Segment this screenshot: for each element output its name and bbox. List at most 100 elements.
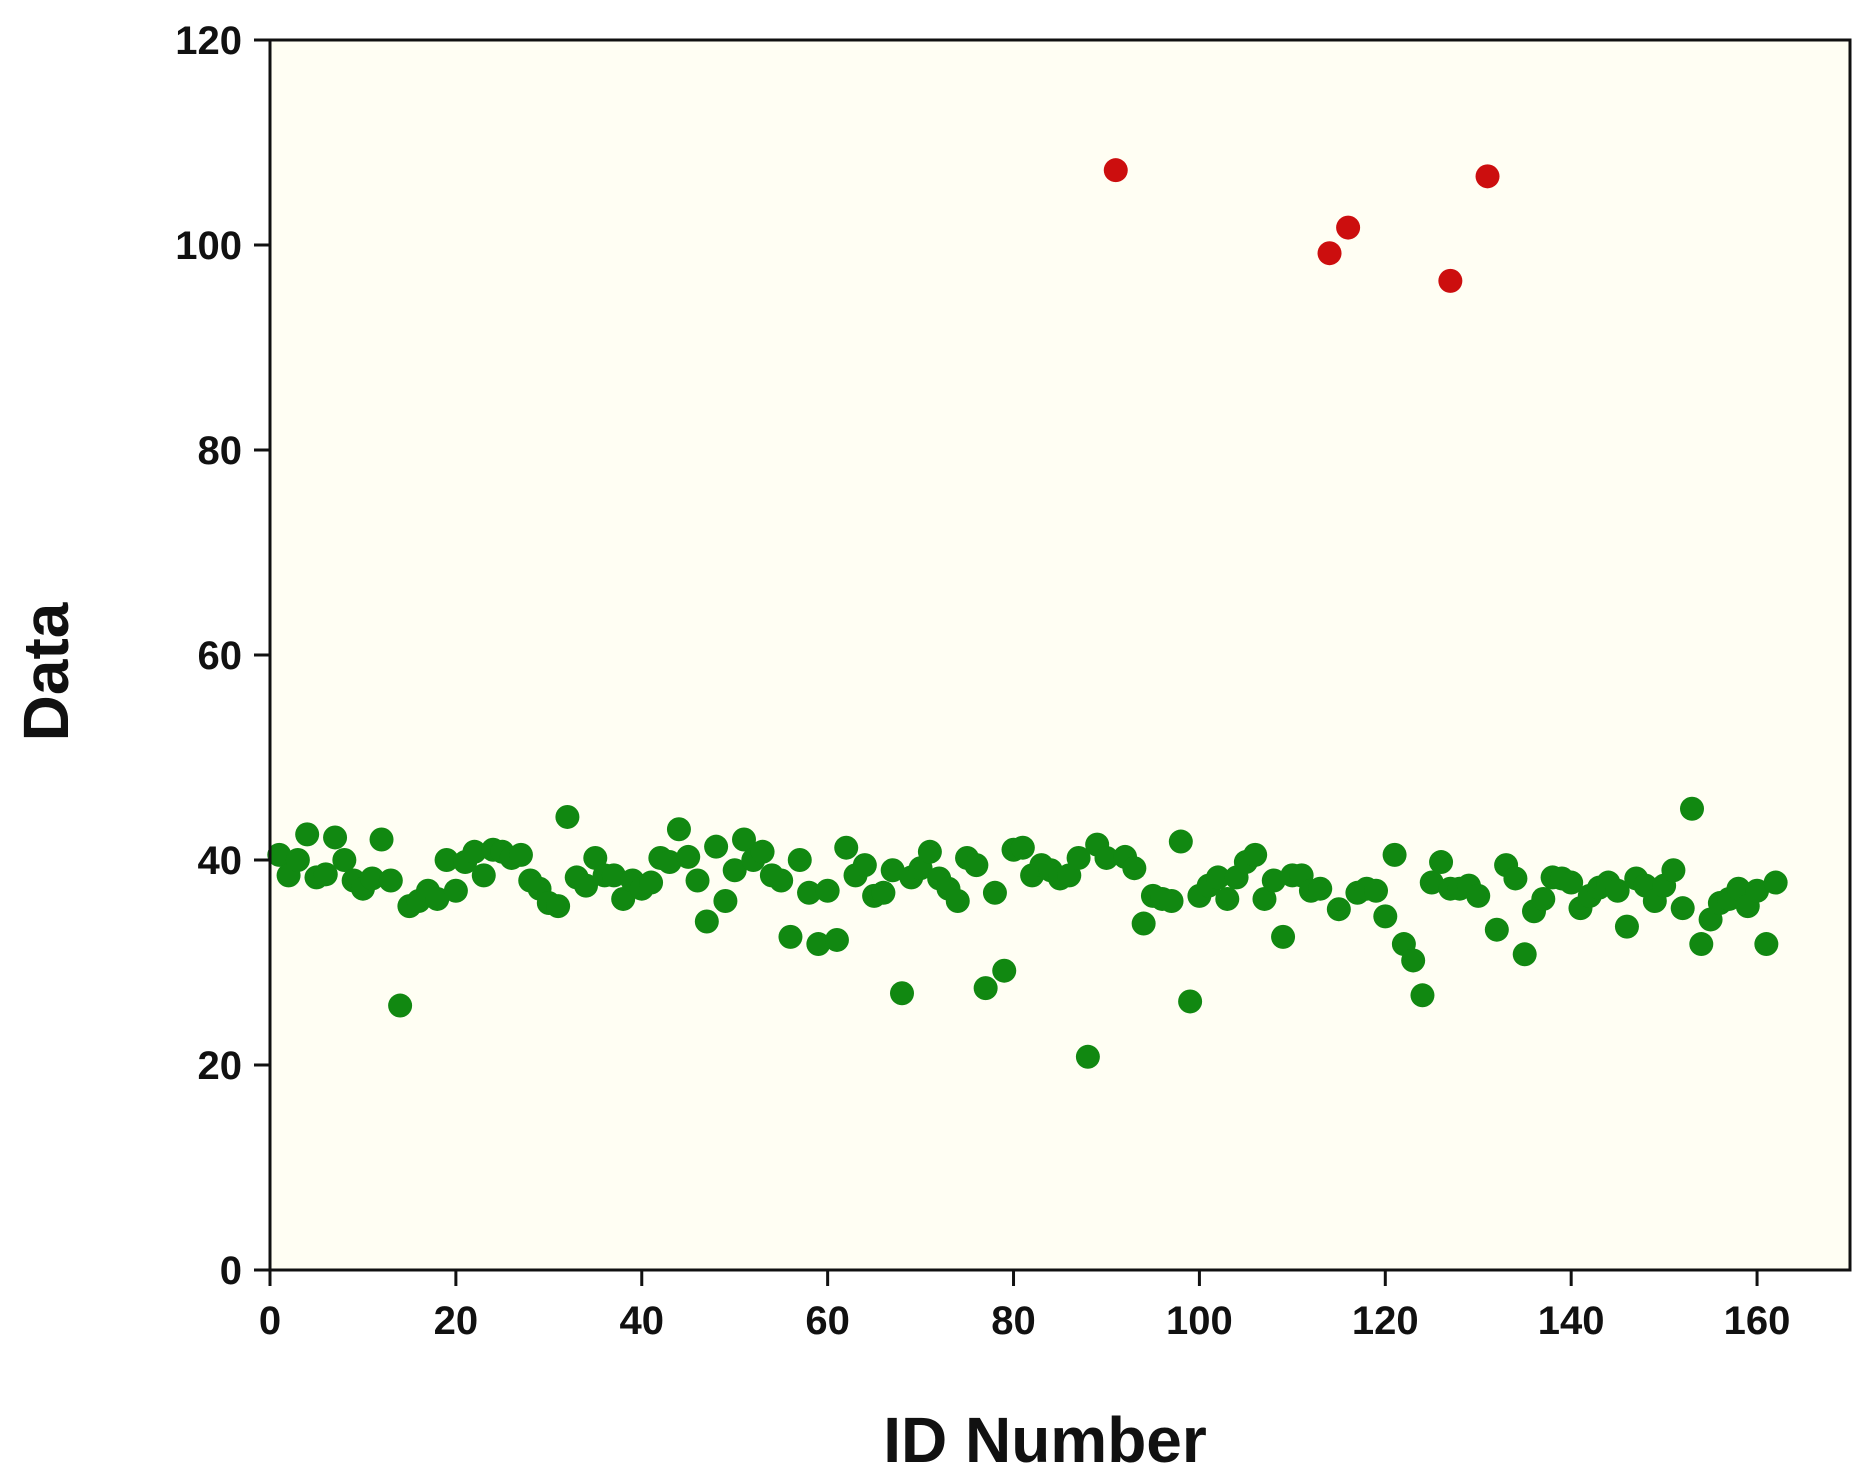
data-point <box>945 889 970 913</box>
data-point <box>992 958 1017 983</box>
data-point <box>546 894 571 919</box>
data-point <box>982 880 1007 905</box>
data-point <box>323 825 348 850</box>
data-point <box>666 817 691 842</box>
x-tick-label: 160 <box>1724 1299 1791 1343</box>
plot-area <box>270 40 1850 1270</box>
data-point <box>769 868 794 893</box>
data-point <box>917 839 942 864</box>
data-point <box>1261 868 1286 893</box>
data-point <box>1605 878 1630 903</box>
data-point <box>890 981 914 1006</box>
data-point <box>1252 886 1277 911</box>
data-point <box>657 850 682 875</box>
data-point <box>1410 983 1435 1008</box>
data-point <box>1661 858 1686 883</box>
y-tick-label: 80 <box>198 429 243 473</box>
data-point <box>1364 878 1388 903</box>
data-point <box>462 839 487 864</box>
data-point <box>685 868 710 893</box>
y-tick-label: 60 <box>198 634 243 678</box>
data-point <box>1689 932 1714 957</box>
data-point <box>1419 870 1444 895</box>
x-tick-label: 0 <box>259 1299 281 1343</box>
data-point <box>574 873 598 898</box>
x-tick-label: 20 <box>434 1299 479 1343</box>
data-points <box>267 158 1788 1069</box>
data-point <box>1401 948 1426 973</box>
y-tick-label: 20 <box>198 1044 243 1088</box>
x-tick-label: 40 <box>620 1299 665 1343</box>
data-point <box>973 976 998 1001</box>
x-axis-title: ID Number <box>883 1404 1207 1476</box>
y-tick-label: 120 <box>175 19 242 63</box>
data-point <box>295 822 320 847</box>
data-point <box>378 868 403 893</box>
y-axis-title: Data <box>10 602 82 741</box>
data-point <box>1178 989 1203 1014</box>
data-point <box>1745 878 1770 903</box>
data-point <box>1122 856 1147 881</box>
data-point <box>1670 896 1695 921</box>
data-point <box>1512 942 1537 967</box>
data-point <box>508 842 533 867</box>
data-point <box>750 839 775 864</box>
data-point <box>1382 842 1407 867</box>
outlier-point <box>1438 268 1463 293</box>
data-point <box>1215 886 1240 911</box>
data-point <box>1503 866 1528 891</box>
data-point <box>778 924 803 949</box>
data-point <box>880 858 905 883</box>
y-tick-label: 100 <box>175 224 242 268</box>
data-point <box>360 866 385 891</box>
data-point <box>639 870 664 895</box>
data-point <box>787 848 812 872</box>
data-point <box>834 835 859 860</box>
data-point <box>1066 845 1091 870</box>
data-point <box>1094 845 1119 870</box>
data-point <box>732 827 756 852</box>
data-point <box>1075 1044 1100 1069</box>
outlier-point <box>1317 241 1342 266</box>
data-point <box>713 889 738 913</box>
data-point <box>1559 870 1584 895</box>
data-point <box>601 863 626 888</box>
data-point <box>1206 865 1230 890</box>
data-point <box>313 862 338 887</box>
x-tick-label: 120 <box>1352 1299 1419 1343</box>
data-point <box>332 848 357 872</box>
data-point <box>1531 886 1556 911</box>
data-point <box>694 909 719 934</box>
x-tick-label: 140 <box>1538 1299 1605 1343</box>
data-point <box>1243 842 1268 867</box>
outlier-point <box>1336 215 1361 240</box>
data-point <box>676 844 701 869</box>
data-point <box>1010 835 1035 860</box>
data-point <box>267 842 292 867</box>
data-point <box>871 880 896 905</box>
data-point <box>471 863 496 888</box>
data-point <box>797 880 822 905</box>
data-point <box>1484 917 1509 942</box>
data-point <box>1308 876 1333 901</box>
data-point <box>1754 932 1779 957</box>
data-point <box>425 886 450 911</box>
data-point <box>1168 829 1193 854</box>
y-tick-label: 40 <box>198 839 243 883</box>
data-point <box>1429 850 1454 875</box>
data-point <box>1466 883 1491 908</box>
x-tick-label: 60 <box>805 1299 850 1343</box>
data-point <box>964 853 989 878</box>
data-point <box>1271 924 1296 949</box>
y-tick-label: 0 <box>220 1249 242 1293</box>
data-point <box>1131 911 1156 936</box>
data-point <box>555 804 580 829</box>
data-point <box>611 886 636 911</box>
data-point <box>1763 870 1788 895</box>
outlier-point <box>1475 164 1500 189</box>
data-point <box>1680 796 1704 821</box>
data-point <box>1373 904 1398 929</box>
data-point <box>704 834 729 859</box>
data-point <box>852 853 877 878</box>
